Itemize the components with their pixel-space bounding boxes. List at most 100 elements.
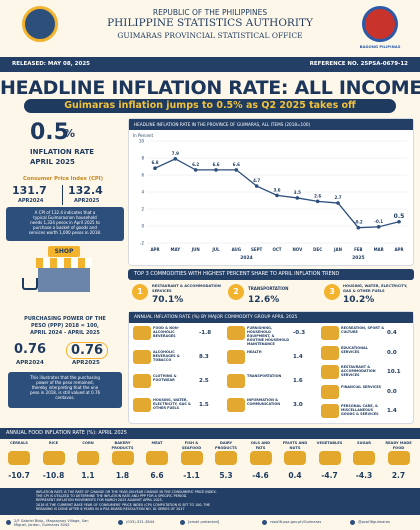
food-item-icon <box>387 451 410 465</box>
chart-point <box>275 193 279 198</box>
facebook-icon <box>350 520 355 525</box>
footer-address: 2/F Gabriel Bldg., Magsaysay Village, Sa… <box>14 519 89 527</box>
food-item-name: BAKERY PRODUCTS <box>111 441 134 450</box>
commodity-value: 3.0 <box>293 402 303 408</box>
food-item-value: 1.8 <box>115 471 130 480</box>
ppp-description: This illustrates that the purchasing pow… <box>8 372 122 408</box>
cpi-desc-line: services worth 1,000 pesos in 2018. <box>28 230 102 235</box>
commodity-value: -1.8 <box>199 330 212 336</box>
chart-point <box>214 168 218 172</box>
commodity-name: FINANCIAL SERVICES <box>341 384 382 389</box>
chart-data-label: 3.6 <box>273 187 280 192</box>
chart-point <box>356 225 361 230</box>
commodity-icon <box>133 374 151 388</box>
commodity-icon <box>227 398 245 412</box>
food-item-value: -10.8 <box>42 471 65 480</box>
ppp-title: APRIL 2024 - APRIL 2025 <box>30 330 100 336</box>
top3-rank: 2 <box>228 284 244 300</box>
footer-web[interactable]: rsso06.psa.gov.ph/Guimaras <box>270 520 322 524</box>
header-republic: REPUBLIC OF THE PHILIPPINES <box>152 8 268 17</box>
cpi-desc-line: A CPI of 132.4 indicates that a <box>34 210 96 215</box>
chart-xtick: FEB <box>354 247 363 252</box>
ppp-title: PURCHASING POWER OF THE <box>24 316 106 322</box>
release-bar: RELEASED: MAY 08, 2025 REFERENCE NO. 25P… <box>0 57 420 72</box>
note-line: THE CPI IS UTILIZED TO DETERMINE THE INF… <box>36 494 188 499</box>
top3-pct: 10.2% <box>343 295 375 305</box>
top3-list: 1 RESTAURANT & ACCOMMODATION SERVICES 70… <box>128 282 414 308</box>
food-item-name: CORN <box>82 441 94 445</box>
headline-value-block: 0.5 % INFLATION RATE APRIL 2025 <box>10 118 120 174</box>
commodity-title: ANNUAL INFLATION RATE (%) BY MAJOR COMMO… <box>129 312 413 323</box>
commodity-icon <box>321 345 339 360</box>
chart-data-label: 0.5 <box>394 213 405 220</box>
commodity-panel: ANNUAL INFLATION RATE (%) BY MAJOR COMMO… <box>128 311 414 424</box>
chart-point <box>315 199 320 204</box>
food-item-value: -10.7 <box>8 471 30 480</box>
ppp-value-2024: 0.76 <box>14 342 47 357</box>
headline-unit: % <box>64 127 76 140</box>
commodity-icon <box>227 326 245 340</box>
food-title: ANNUAL FOOD INFLATION RATE (%): APRIL 20… <box>0 428 420 439</box>
commodity-value: 10.1 <box>387 369 401 375</box>
chart-ytick: 8 <box>141 156 144 161</box>
commodity-icon <box>227 374 245 388</box>
ppp-title: PESO (PPP) 2018 = 100, <box>31 323 99 329</box>
ppp-desc-line: peso in 2018, is still valued at 0.76 <box>29 390 101 395</box>
cpi-value-2024: 131.7 <box>12 184 47 197</box>
chart-xtick: DEC <box>313 247 322 252</box>
commodity-icon <box>133 398 151 412</box>
commodity-icon <box>321 326 339 340</box>
ppp-desc-line: This illustrates that the purchasing <box>30 375 100 380</box>
ppp-value-2025: 0.76 <box>66 342 109 359</box>
commodity-value: 1.4 <box>387 408 397 414</box>
commodity-value: 0.0 <box>387 388 397 395</box>
chart-point <box>153 166 157 170</box>
chart-data-label: 7.9 <box>172 151 179 156</box>
commodity-name: ALCOHOLIC BEVERAGES & TOBACCO <box>153 350 180 362</box>
food-item-icon <box>284 451 306 465</box>
commodity-icon <box>227 350 245 364</box>
chart-point <box>254 184 259 188</box>
cpi-desc-line: typical Guimarasnon household <box>33 215 97 220</box>
food-item-value: 6.6 <box>150 471 164 480</box>
chart-ytick: 10 <box>139 139 145 144</box>
commodity-name: INFORMATION & COMMUNICATION <box>247 398 281 406</box>
top3-pct: 70.1% <box>152 295 184 305</box>
chart-point <box>336 201 340 205</box>
chart-point <box>234 168 239 172</box>
reference-number: REFERENCE NO. 25PSA-0679-12 <box>309 61 408 67</box>
footer-email[interactable]: [email protected] <box>188 520 220 524</box>
web-icon <box>262 520 267 525</box>
top3-pct: 12.6% <box>248 295 280 305</box>
footer: 2/F Gabriel Bldg., Magsaysay Village, Sa… <box>0 516 420 530</box>
header-psa: PHILIPPINE STATISTICS AUTHORITY <box>107 17 313 29</box>
chart-xtick: JUN <box>191 247 200 252</box>
chart-xtick: APR <box>394 247 403 252</box>
food-item-icon <box>180 451 203 465</box>
commodity-value: 1.5 <box>199 402 209 408</box>
chart-title: HEADLINE INFLATION RATE IN THE PROVINCE … <box>129 119 413 130</box>
email-icon <box>180 520 185 525</box>
cpi-label-2025: APR2025 <box>74 198 100 204</box>
top3-title: TOP 3 COMMODITIES WITH HIGHEST PERCENT S… <box>128 269 414 280</box>
top3-name: RESTAURANT & ACCOMMODATION SERVICES <box>152 284 221 293</box>
bagong-pilipinas-logo <box>362 6 398 42</box>
header-office: GUIMARAS PROVINCIAL STATISTICAL OFFICE <box>117 31 303 40</box>
chart-data-label: 6.8 <box>151 160 158 165</box>
food-item-name: FRUITS AND NUTS <box>282 441 308 450</box>
food-item-icon <box>111 451 134 465</box>
chart-xtick: OCT <box>272 247 281 252</box>
chart-ytick: 4 <box>141 190 144 195</box>
food-item-name: RICE <box>48 441 59 445</box>
commodity-value: -0.3 <box>293 330 306 336</box>
chart-data-label: 4.7 <box>253 178 260 183</box>
chart-data-label: 6.6 <box>233 162 240 167</box>
food-item-value: -4.7 <box>321 471 338 480</box>
footer-facebook[interactable]: @psaO6guimaras <box>358 520 390 524</box>
commodity-name: TRANSPORTATION <box>247 374 282 378</box>
chart-year-label: 2024 <box>240 255 253 261</box>
food-inflation-row: CEREALS -10.7 RICE -10.8 CORN 1.1 BAKERY PRODU… <box>0 440 420 488</box>
inflation-chart-panel: HEADLINE INFLATION RATE IN THE PROVINCE … <box>128 118 414 266</box>
commodity-name: PERSONAL CARE, & MISCELLANEOUS GOODS & S… <box>341 404 379 416</box>
